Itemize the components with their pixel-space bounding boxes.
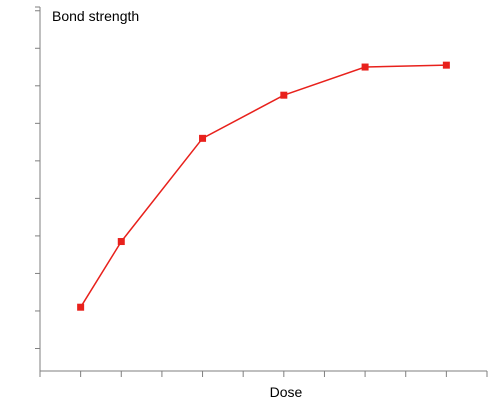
data-point-5 <box>442 61 450 69</box>
y-axis-ticks <box>35 6 40 349</box>
y-axis-label: Bond strength <box>52 8 139 24</box>
data-point-0 <box>77 303 85 311</box>
data-point-1 <box>117 238 125 246</box>
series-line-0 <box>79 64 447 308</box>
data-point-3 <box>280 91 288 99</box>
x-axis-ticks <box>39 371 488 377</box>
x-axis-label: Dose <box>270 384 303 400</box>
data-point-4 <box>361 63 369 71</box>
data-point-2 <box>199 134 207 142</box>
series-group <box>77 61 450 311</box>
